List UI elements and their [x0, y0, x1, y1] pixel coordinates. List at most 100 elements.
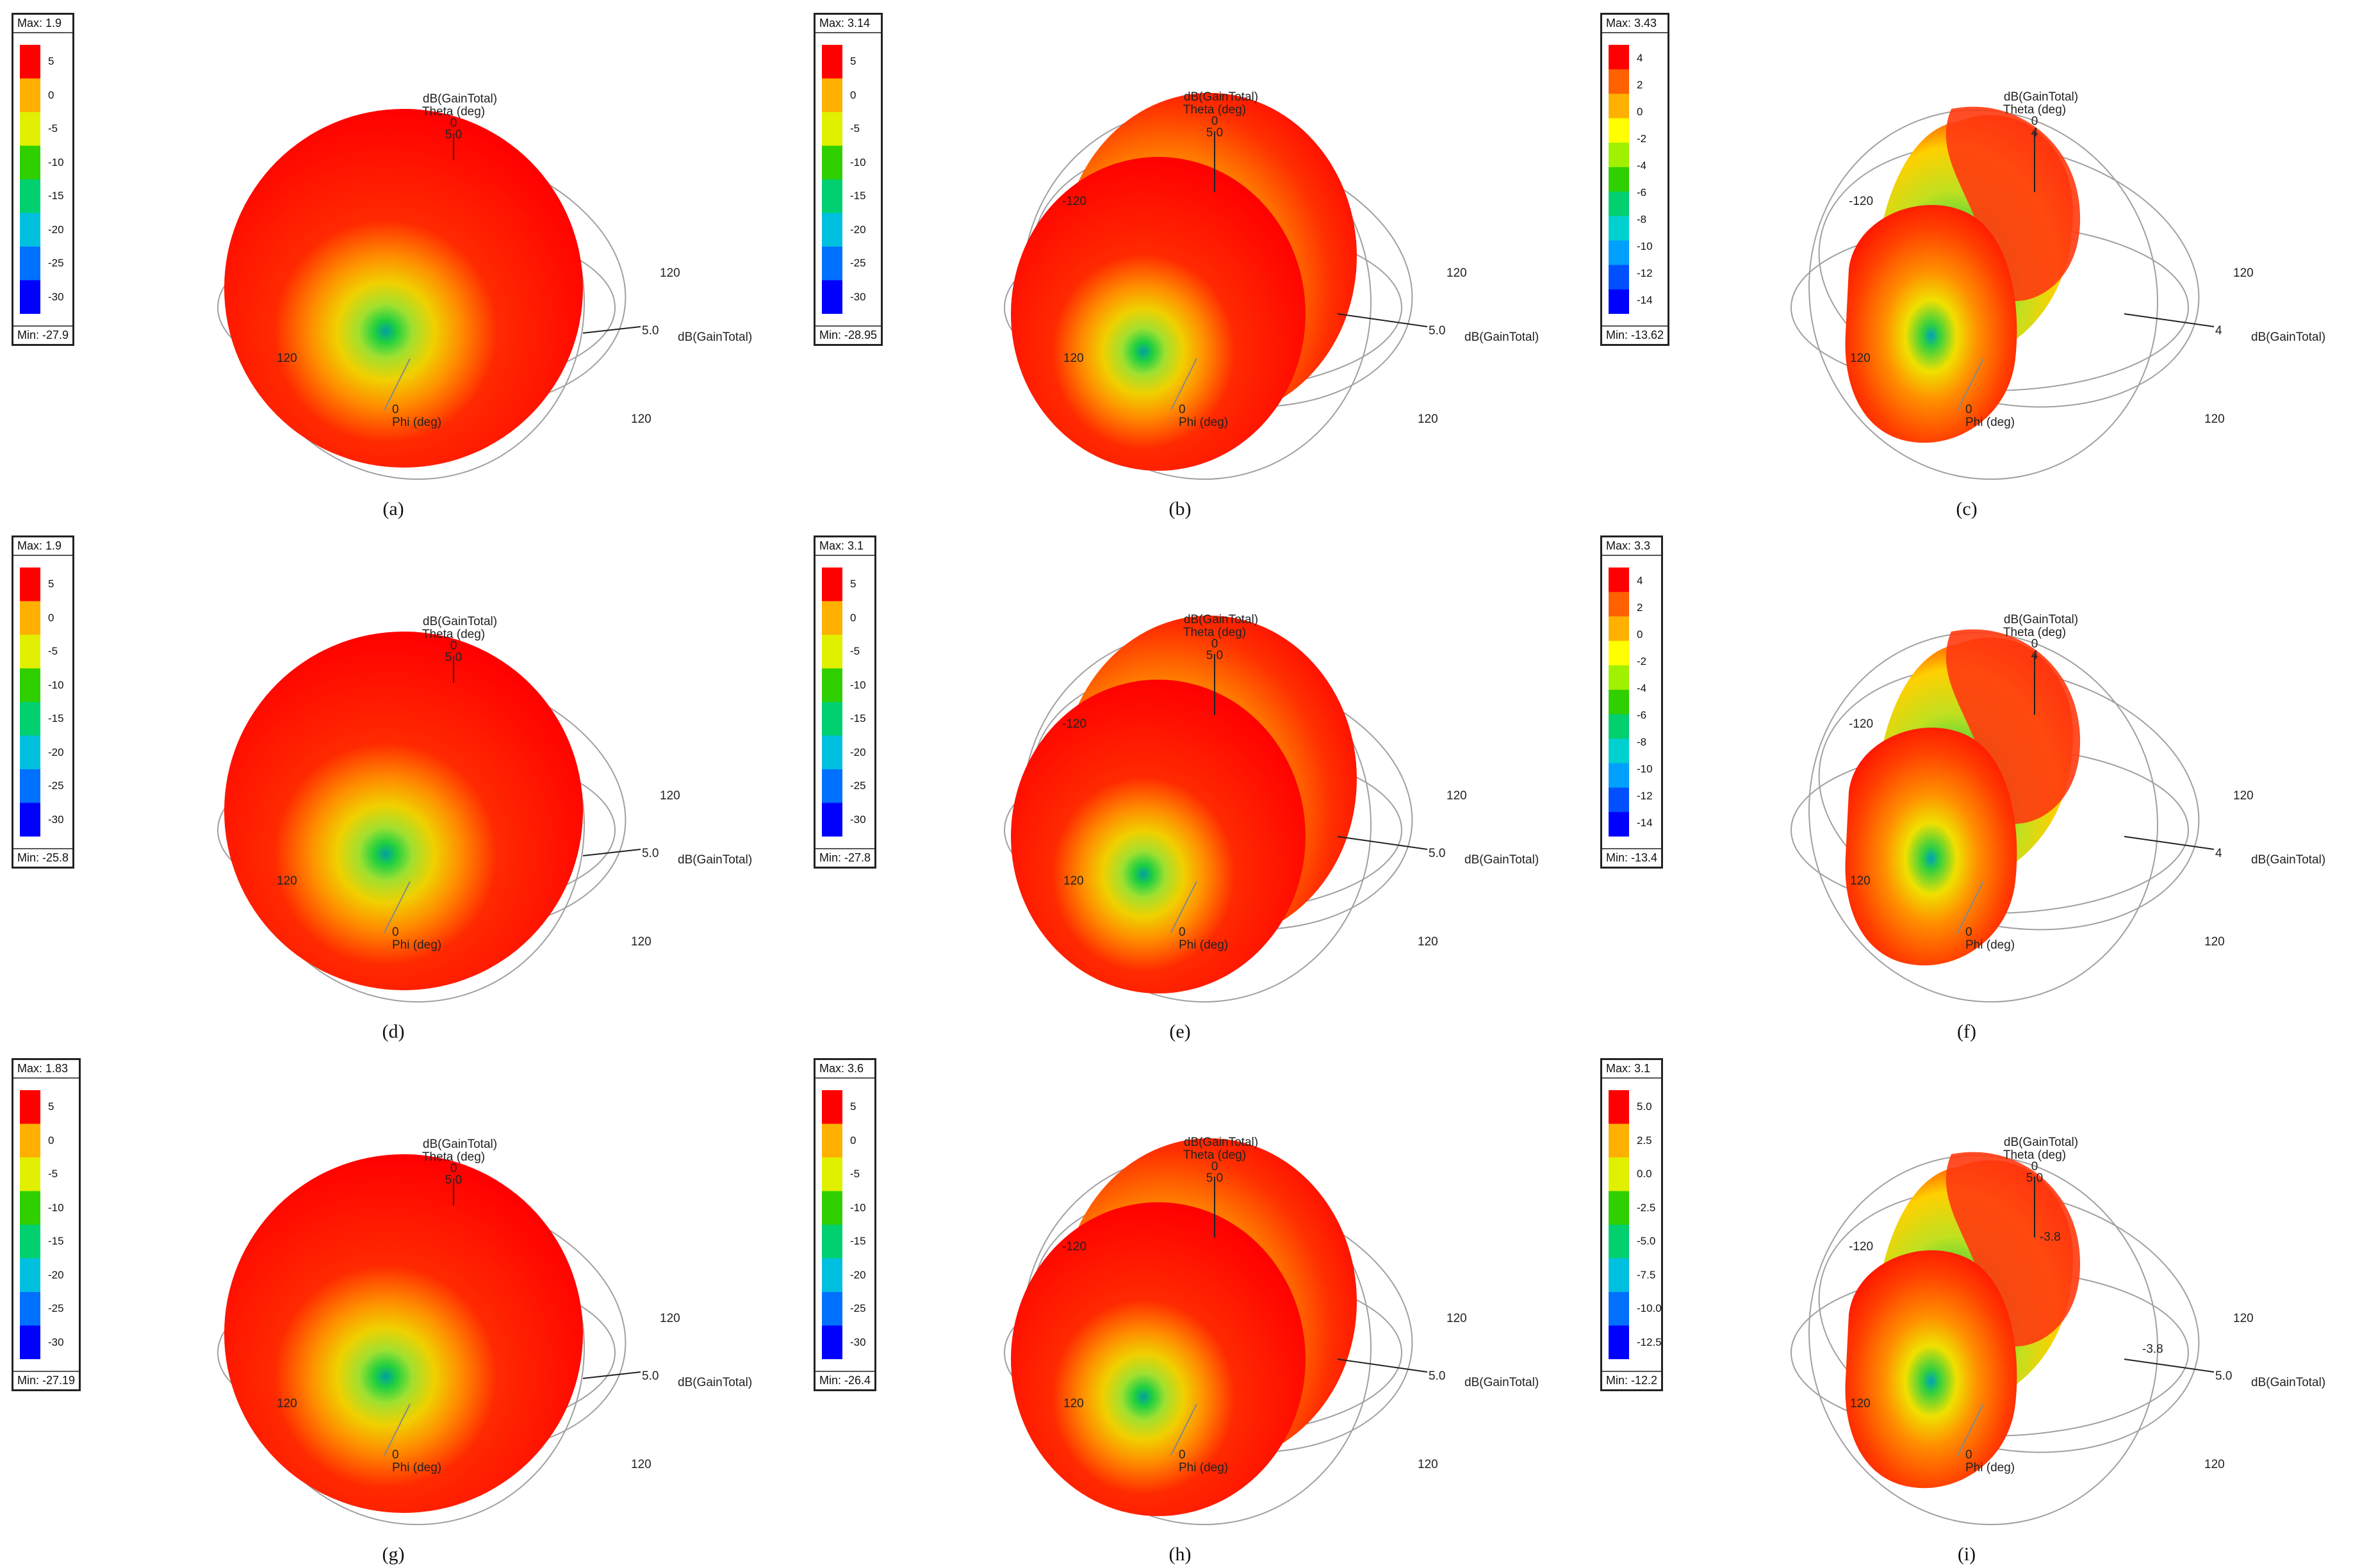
right-axis-value: 5.0: [642, 324, 659, 338]
x-axis: [1337, 313, 1428, 327]
ring-label-upper-left: -120: [1062, 195, 1086, 208]
ring-label-upper-left: -120: [1849, 195, 1873, 208]
legend-tick-label: 5: [48, 55, 54, 68]
legend-scale: 5 0 -5 -10 -15 -20 -25 -30: [819, 561, 871, 843]
color-legend: Max: 3.1 5 0 -5 -10 -15 -20 -25 -30 Min: -27.8: [814, 535, 877, 869]
panel-caption: (c): [1956, 498, 1978, 519]
ring-label-right: 120: [1446, 1312, 1467, 1325]
y-axis: [1957, 1403, 1984, 1456]
ring-label-left: 120: [277, 1397, 297, 1410]
top-quantity-label: dB(GainTotal): [423, 1138, 497, 1151]
legend-band: [20, 1325, 40, 1359]
gain-surface: [1011, 93, 1357, 471]
legend-band: [20, 45, 40, 79]
top-quantity-label: dB(GainTotal): [423, 615, 497, 628]
legend-band: [20, 635, 40, 669]
right-axis-value: 5.0: [1429, 324, 1445, 338]
meridian-ring: [1808, 632, 2158, 1003]
legend-band: [822, 145, 842, 180]
legend-band: [1609, 1325, 1629, 1359]
legend-max: Max: 3.3: [1602, 537, 1662, 556]
x-axis: [1337, 836, 1428, 850]
legend-band: [1609, 1225, 1629, 1259]
legend-band: [1609, 763, 1629, 788]
legend-scale: 5 0 -5 -10 -15 -20 -25 -30: [819, 1084, 871, 1366]
front-lobe: [1845, 728, 2017, 966]
legend-tick-label: -10: [1637, 763, 1653, 775]
inner-marker-right: -3.8: [2142, 1343, 2163, 1356]
legend-tick-label: -15: [850, 1235, 866, 1248]
radiation-pattern-3d: dB(GainTotal)Theta (deg)05.05.0 dB(GainTo…: [1004, 90, 1539, 480]
legend-band: [822, 78, 842, 113]
gain-surface: [224, 632, 583, 990]
legend-tick-label: -25: [850, 257, 866, 270]
legend-tick-label: -20: [850, 223, 866, 236]
ring-label-left: 120: [1850, 352, 1871, 365]
legend-tick-label: -15: [48, 712, 64, 725]
color-legend: Max: 3.1 5.0 2.5 0.0 -2.5 -5.0 -7.5 -10.0 -12.5 M…: [1600, 1058, 1664, 1391]
top-axis-value: 4: [2031, 649, 2038, 662]
pattern-panel-h: Max: 3.6 5 0 -5 -10 -15 -20 -25 -30 Min: -26.4 dB(…: [787, 1045, 1573, 1568]
pattern-panel-c: Max: 3.43 4 2 0 -2 -4 -6 -8 -10 -12 -14 Min: -13.62…: [1573, 0, 2360, 523]
phi-label: Phi (deg): [392, 938, 441, 952]
right-quantity-label: dB(GainTotal): [678, 1376, 752, 1389]
legend-max: Max: 3.14: [815, 15, 881, 33]
top-axis-value: 5.0: [445, 128, 462, 142]
axes: [384, 656, 641, 933]
pattern-panel-e: Max: 3.1 5 0 -5 -10 -15 -20 -25 -30 Min: -27.8 dB(…: [787, 523, 1573, 1045]
ring-label-upper-left: -120: [1062, 1240, 1086, 1254]
top-lobe: [1946, 1152, 2081, 1346]
legend-tick-label: -2.5: [1637, 1201, 1656, 1214]
panel-caption: (f): [1957, 1021, 1976, 1042]
top-quantity-label: dB(GainTotal): [423, 92, 497, 106]
legend-tick-label: -8: [1637, 213, 1647, 225]
legend-tick-label: 0: [48, 1134, 54, 1147]
axes: [384, 133, 641, 411]
legend-tick-label: 5: [48, 1100, 54, 1113]
legend-tick-label: -2: [1637, 655, 1647, 667]
legend-band: [822, 568, 842, 601]
theta-zero-label: 0: [450, 1162, 457, 1175]
legend-tick-label: -25: [850, 780, 866, 792]
top-axis-value: 4: [2031, 126, 2038, 140]
top-quantity-label: dB(GainTotal): [1184, 90, 1258, 104]
legend-min: Min: -27.19: [13, 1371, 79, 1389]
legend-tick-label: -7.5: [1637, 1268, 1656, 1281]
front-lobe: [1011, 1202, 1306, 1516]
ring-label-right: 120: [660, 789, 680, 803]
legend-tick-label: 5.0: [1637, 1100, 1652, 1113]
top-axis-value: 5.0: [1206, 649, 1223, 662]
legend-colorbar: [20, 1090, 40, 1359]
legend-scale: 5 0 -5 -10 -15 -20 -25 -30: [17, 38, 69, 320]
legend-tick-label: 5: [850, 1100, 856, 1113]
x-axis: [582, 849, 641, 856]
legend-tick-label: -15: [850, 712, 866, 725]
legend-tick-label: -12.5: [1637, 1335, 1662, 1348]
legend-tick-label: -5: [48, 1168, 58, 1180]
color-legend: Max: 3.43 4 2 0 -2 -4 -6 -8 -10 -12 -14 Min: -13.62: [1600, 13, 1670, 346]
radiation-pattern-3d: dB(GainTotal)Theta (deg)05.05.0 dB(GainTo…: [1004, 613, 1539, 1003]
main-lobe: [224, 632, 583, 990]
y-axis: [384, 1403, 411, 1456]
legend-band: [20, 1225, 40, 1259]
top-quantity-label: dB(GainTotal): [2004, 613, 2078, 626]
inner-marker-top: -3.8: [2040, 1230, 2061, 1244]
legend-band: [1609, 240, 1629, 266]
legend-band: [1609, 1123, 1629, 1158]
legend-tick-label: -25: [48, 780, 64, 792]
theta-label: Theta (deg): [422, 105, 485, 118]
legend-band: [822, 668, 842, 703]
phi-label: Phi (deg): [392, 1461, 441, 1474]
legend-tick-label: -5: [850, 1168, 860, 1180]
legend-tick-label: -20: [48, 1268, 64, 1281]
x-axis: [1337, 1359, 1428, 1373]
legend-band: [1609, 94, 1629, 119]
legend-colorbar: [822, 45, 842, 314]
legend-min: Min: -28.95: [815, 325, 881, 344]
theta-zero-label: 0: [1211, 115, 1218, 128]
gain-surface: [1011, 1138, 1357, 1516]
front-lobe: [1845, 1250, 2017, 1489]
front-lobe: [1011, 157, 1306, 471]
legend-band: [1609, 142, 1629, 168]
legend-band: [1609, 787, 1629, 813]
